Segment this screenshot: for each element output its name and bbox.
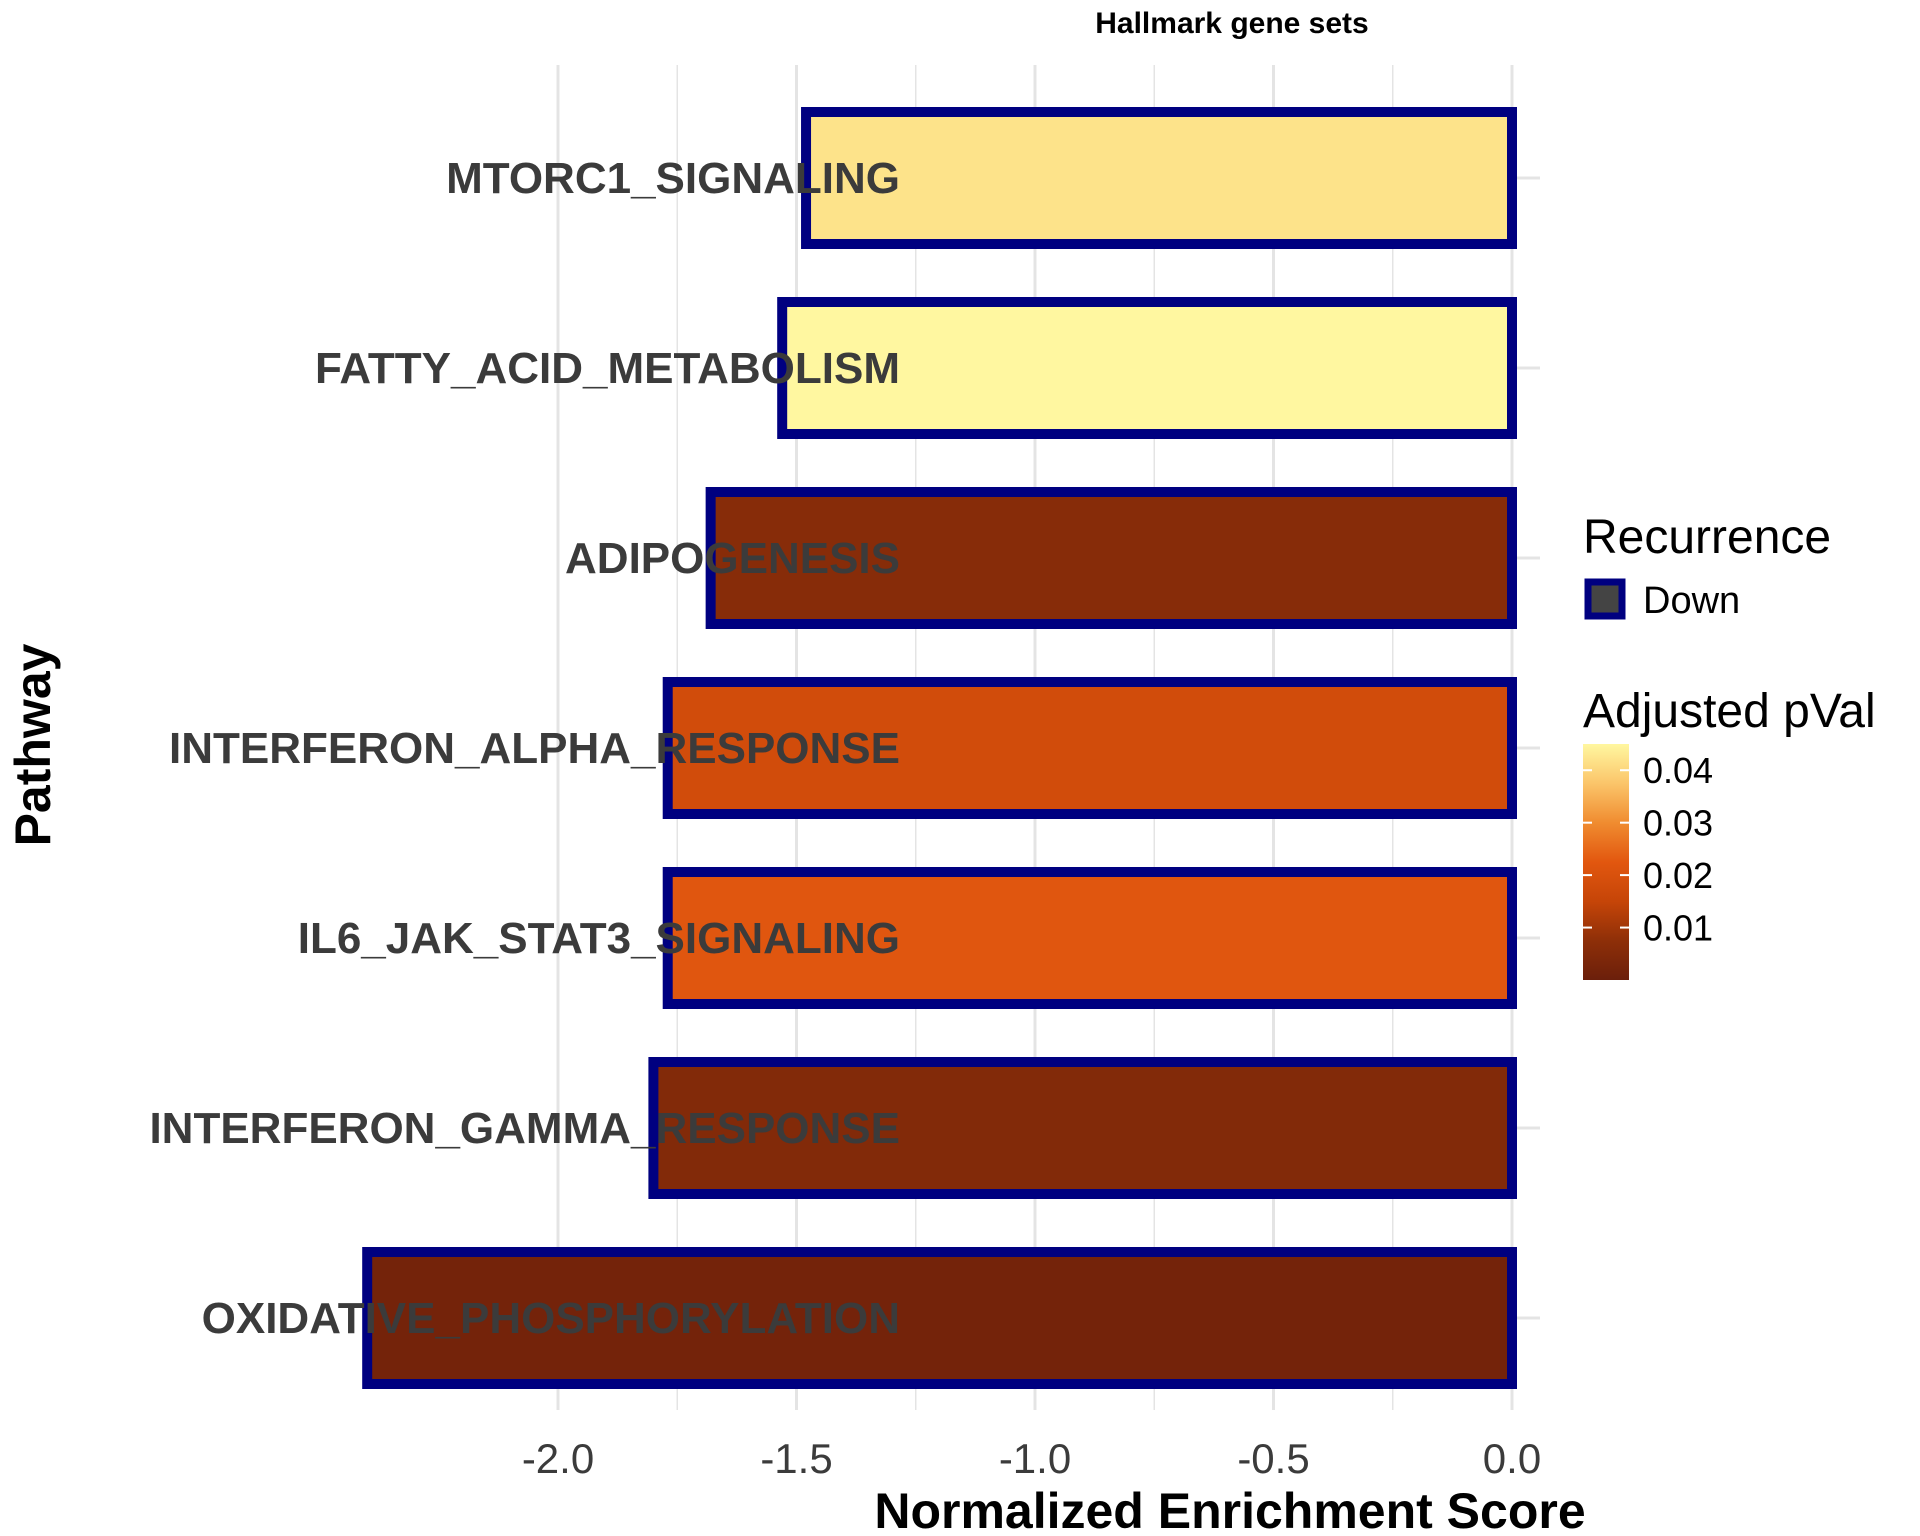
legend-recurrence-label: Down: [1643, 580, 1740, 622]
x-tick-label: -1.0: [999, 1435, 1071, 1482]
legend-recurrence-title: Recurrence: [1583, 511, 1831, 564]
y-tick-label: MTORC1_SIGNALING: [446, 154, 900, 203]
x-tick-label: -1.5: [760, 1435, 832, 1482]
y-tick-label: ADIPOGENESIS: [565, 534, 900, 583]
bar: [777, 297, 1517, 439]
y-tick-label: FATTY_ACID_METABOLISM: [315, 344, 900, 393]
legend-recurrence: Recurrence Down: [1583, 511, 1831, 622]
bars: [362, 107, 1518, 1389]
x-tick-label: -0.5: [1237, 1435, 1309, 1482]
y-tick-labels: MTORC1_SIGNALING FATTY_ACID_METABOLISM ADI…: [149, 154, 900, 1343]
chart-title: Hallmark gene sets: [1095, 7, 1368, 40]
bar: [801, 107, 1517, 249]
x-tick-label: -2.0: [522, 1435, 594, 1482]
x-tick-labels: -2.0 -1.5 -1.0 -0.5 0.0: [522, 1435, 1541, 1482]
legend-pval-label: 0.03: [1643, 803, 1713, 844]
legend-pval-label: 0.04: [1643, 750, 1713, 791]
y-tick-label: INTERFERON_GAMMA_RESPONSE: [149, 1104, 900, 1153]
legend-pval-title: Adjusted pVal: [1583, 685, 1876, 738]
legend-pval-colorbar: [1583, 744, 1629, 980]
bar: [362, 1247, 1518, 1389]
bar: [662, 867, 1517, 1009]
x-axis-label: Normalized Enrichment Score: [874, 1483, 1585, 1536]
legend-pval-label: 0.02: [1643, 855, 1713, 896]
x-tick-label: 0.0: [1483, 1435, 1541, 1482]
y-axis-label: Pathway: [5, 643, 61, 846]
legend-pval-label: 0.01: [1643, 908, 1713, 949]
bar: [648, 1057, 1517, 1199]
bar: [705, 487, 1517, 629]
bar: [662, 677, 1517, 819]
legend-pval: Adjusted pVal 0.04 0.03 0.02 0.01: [1583, 685, 1876, 980]
legend-pval-ticks: 0.04 0.03 0.02 0.01: [1583, 750, 1713, 949]
legend-recurrence-swatch: [1584, 578, 1626, 620]
y-tick-label: OXIDATIVE_PHOSPHORYLATION: [202, 1294, 900, 1343]
y-tick-label: INTERFERON_ALPHA_RESPONSE: [169, 724, 900, 773]
y-tick-label: IL6_JAK_STAT3_SIGNALING: [298, 914, 900, 963]
